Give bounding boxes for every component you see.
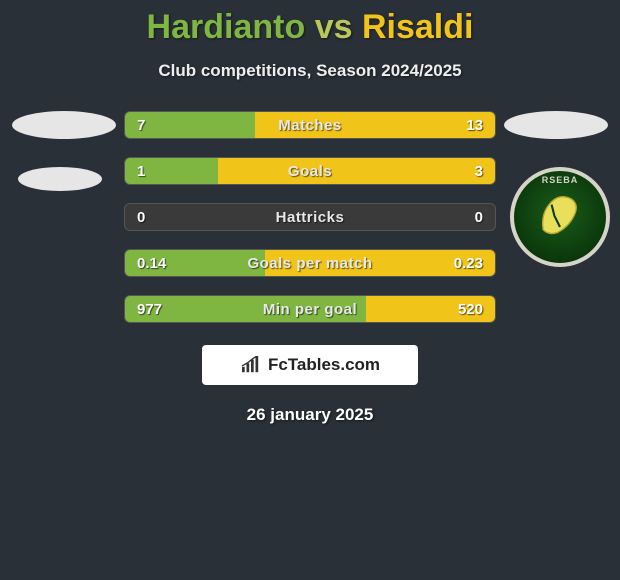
player2-avatar-placeholder [504,111,608,139]
player1-avatar-placeholder [12,111,116,139]
stat-label: Matches [125,112,495,138]
player2-name: Risaldi [362,8,473,46]
stat-label: Hattricks [125,204,495,230]
stat-bar: 1Goals3 [124,157,496,185]
stat-bar: 0.14Goals per match0.23 [124,249,496,277]
brand-logo: FcTables.com [202,345,418,385]
date-label: 26 january 2025 [247,405,374,425]
player1-name: Hardianto [147,8,306,46]
page-title: Hardianto vs Risaldi [147,8,474,47]
player1-club-placeholder [18,167,102,191]
stat-value-p2: 0 [475,204,483,230]
stat-value-p2: 0.23 [454,250,483,276]
stat-label: Goals per match [125,250,495,276]
stat-value-p2: 520 [458,296,483,322]
stat-value-p2: 13 [466,112,483,138]
player2-club-badge: RSEBA [510,167,610,267]
crocodile-icon [532,185,588,250]
brand-text: FcTables.com [268,355,380,375]
stat-bars: 7Matches13 1Goals3 0Hattricks0 0.14Goals pe… [120,111,500,323]
comparison-row: 7Matches13 1Goals3 0Hattricks0 0.14Goals pe… [0,111,620,323]
player2-side: RSEBA [500,111,620,267]
vs-label: vs [315,8,353,46]
subtitle: Club competitions, Season 2024/2025 [158,61,461,81]
chart-icon [240,356,262,374]
stat-bar: 7Matches13 [124,111,496,139]
stat-label: Goals [125,158,495,184]
stat-value-p2: 3 [475,158,483,184]
stat-bar: 0Hattricks0 [124,203,496,231]
badge-arc-text: RSEBA [514,175,606,185]
player1-side [0,111,120,191]
stat-bar: 977Min per goal520 [124,295,496,323]
stat-label: Min per goal [125,296,495,322]
